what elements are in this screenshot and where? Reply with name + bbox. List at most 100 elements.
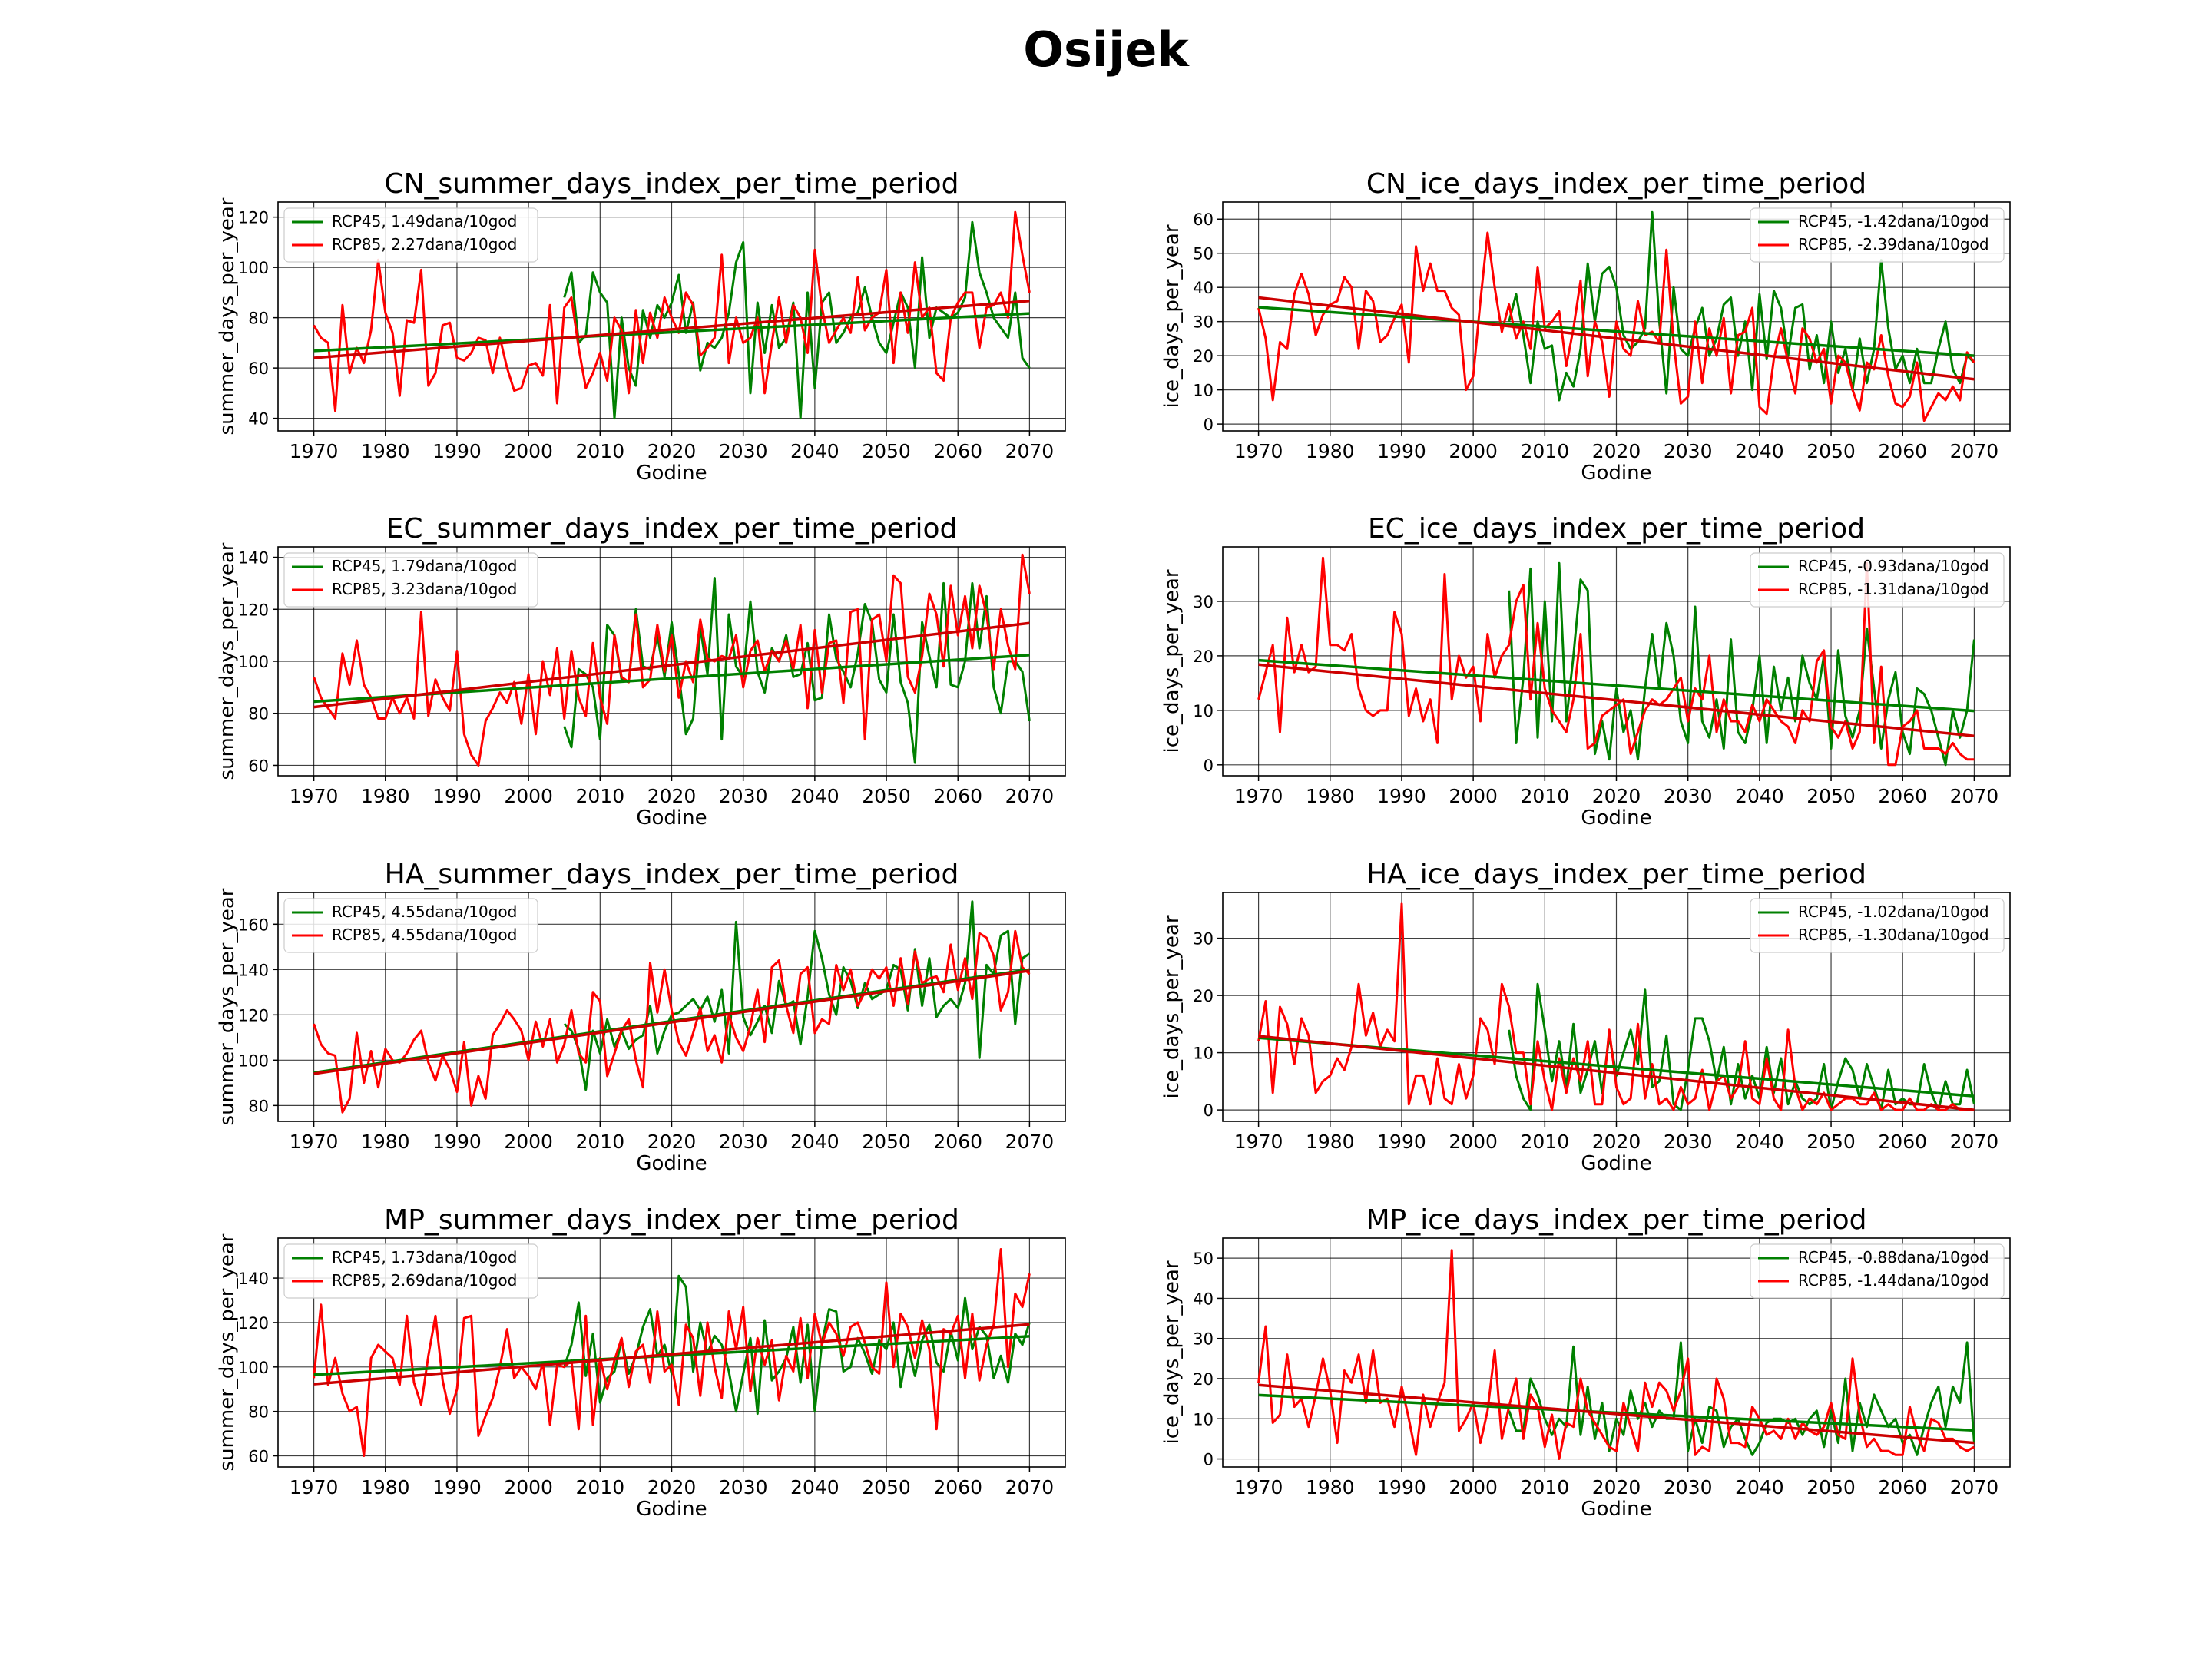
y-tick-label: 120 [238,1314,269,1333]
x-tick-label: 2010 [1521,440,1570,462]
y-tick-label: 60 [248,359,269,378]
x-tick-label: 1970 [1234,1131,1283,1153]
legend-label: RCP45, -0.88dana/10god [1798,1248,1989,1267]
x-tick-label: 2050 [1806,440,1856,462]
legend: RCP45, -1.42dana/10god RCP85, -2.39dana/1… [1750,207,2005,263]
legend-box [1750,898,2005,953]
x-tick-label: 2050 [862,785,911,807]
x-tick-label: 1980 [361,785,410,807]
x-tick-label: 2070 [1005,1476,1055,1498]
x-tick-label: 1980 [361,440,410,462]
x-tick-label: 2070 [1950,440,1999,462]
legend-label: RCP45, -0.93dana/10god [1798,557,1989,575]
x-axis-label: Godine [1581,462,1651,485]
y-tick-label: 10 [1193,702,1214,720]
y-tick-label: 120 [238,1006,269,1025]
series-line [1257,902,1975,1111]
legend-label: RCP85, -1.31dana/10god [1798,580,1989,598]
x-tick-label: 2030 [1664,1476,1713,1498]
x-tick-label: 2030 [719,1476,768,1498]
legend-label: RCP45, 1.79dana/10god [332,557,517,575]
x-tick-label: 2020 [647,1476,697,1498]
chart-title: EC_ice_days_index_per_time_period [1368,513,1865,545]
x-tick-label: 2060 [933,1476,982,1498]
series-line [563,1274,1031,1416]
y-tick-label: 50 [1193,1250,1214,1268]
trend-line [1258,658,1975,713]
trend-line [313,621,1030,709]
trend-line [313,312,1030,353]
x-axis-label: Godine [636,1498,707,1521]
chart-title: MP_ice_days_index_per_time_period [1366,1204,1867,1236]
x-tick-label: 2070 [1950,1131,1999,1153]
x-tick-label: 2020 [1592,1476,1641,1498]
x-tick-label: 2040 [1735,785,1784,807]
trend-line [1258,1035,1975,1111]
x-tick-label: 2000 [1449,785,1498,807]
legend-box [283,552,538,608]
x-tick-label: 1980 [1306,785,1355,807]
x-tick-label: 2040 [1735,440,1784,462]
x-tick-label: 2020 [1592,785,1641,807]
y-tick-label: 100 [238,259,269,277]
chart-title: HA_summer_days_index_per_time_period [385,859,959,890]
x-tick-label: 2050 [1806,1476,1856,1498]
chart-panel: 1970 1980 1990 2000 2010 2020 2030 2040 2050 2060… [1161,1204,2011,1521]
series-line [313,1248,1031,1457]
legend-label: RCP45, -1.02dana/10god [1798,902,1989,921]
legend: RCP45, 1.79dana/10god RCP85, 3.23dana/10g… [283,552,538,608]
y-tick-label: 50 [1193,245,1214,263]
x-tick-label: 2030 [1664,440,1713,462]
y-tick-label: 30 [1193,593,1214,611]
x-tick-label: 1980 [361,1476,410,1498]
y-axis-label: summer_days_per_year [216,542,239,780]
x-tick-label: 2070 [1005,1131,1055,1153]
chart-panel: 1970 1980 1990 2000 2010 2020 2030 2040 2050 2060… [216,168,1066,485]
y-tick-label: 30 [1193,313,1214,332]
chart-title: EC_summer_days_index_per_time_period [386,513,958,545]
x-axis-label: Godine [636,806,707,830]
x-tick-label: 2060 [1878,440,1927,462]
y-tick-label: 0 [1204,416,1214,434]
legend-box [283,898,538,953]
x-tick-label: 2060 [1878,785,1927,807]
y-tick-label: 100 [238,1359,269,1377]
x-tick-label: 2020 [1592,440,1641,462]
x-tick-label: 1980 [361,1131,410,1153]
legend-box [1750,552,2005,608]
x-tick-label: 2050 [1806,1131,1856,1153]
trend-line [313,969,1030,1075]
x-tick-label: 2030 [1664,1131,1713,1153]
y-axis-label: summer_days_per_year [216,197,239,435]
chart-title: MP_summer_days_index_per_time_period [384,1204,959,1236]
y-tick-label: 40 [1193,279,1214,297]
legend-label: RCP45, -1.42dana/10god [1798,212,1989,230]
chart-title: CN_summer_days_index_per_time_period [384,168,959,200]
y-tick-label: 40 [1193,1290,1214,1308]
y-tick-label: 10 [1193,382,1214,400]
x-tick-label: 2050 [862,1131,911,1153]
trend-line [313,299,1030,359]
x-tick-label: 2040 [1735,1131,1784,1153]
legend-label: RCP85, -1.30dana/10god [1798,926,1989,944]
x-tick-label: 1990 [432,440,482,462]
y-tick-label: 140 [238,1270,269,1288]
x-tick-label: 2070 [1005,440,1055,462]
legend: RCP45, 1.49dana/10god RCP85, 2.27dana/10g… [283,207,538,263]
series-line [1508,1341,1975,1456]
x-axis-label: Godine [636,462,707,485]
chart-panel: 1970 1980 1990 2000 2010 2020 2030 2040 2050 2060… [1161,859,2011,1175]
y-tick-label: 10 [1193,1045,1214,1063]
x-tick-label: 1990 [1377,1131,1426,1153]
x-tick-label: 1970 [1234,785,1283,807]
y-tick-label: 100 [238,1051,269,1070]
y-tick-label: 60 [248,1448,269,1466]
legend-label: RCP85, -1.44dana/10god [1798,1271,1989,1290]
legend-label: RCP85, 2.27dana/10god [332,235,517,253]
y-tick-label: 60 [248,757,269,775]
x-tick-label: 2060 [1878,1131,1927,1153]
y-tick-label: 80 [248,705,269,724]
y-tick-label: 0 [1204,1101,1214,1120]
x-tick-label: 2040 [790,440,839,462]
